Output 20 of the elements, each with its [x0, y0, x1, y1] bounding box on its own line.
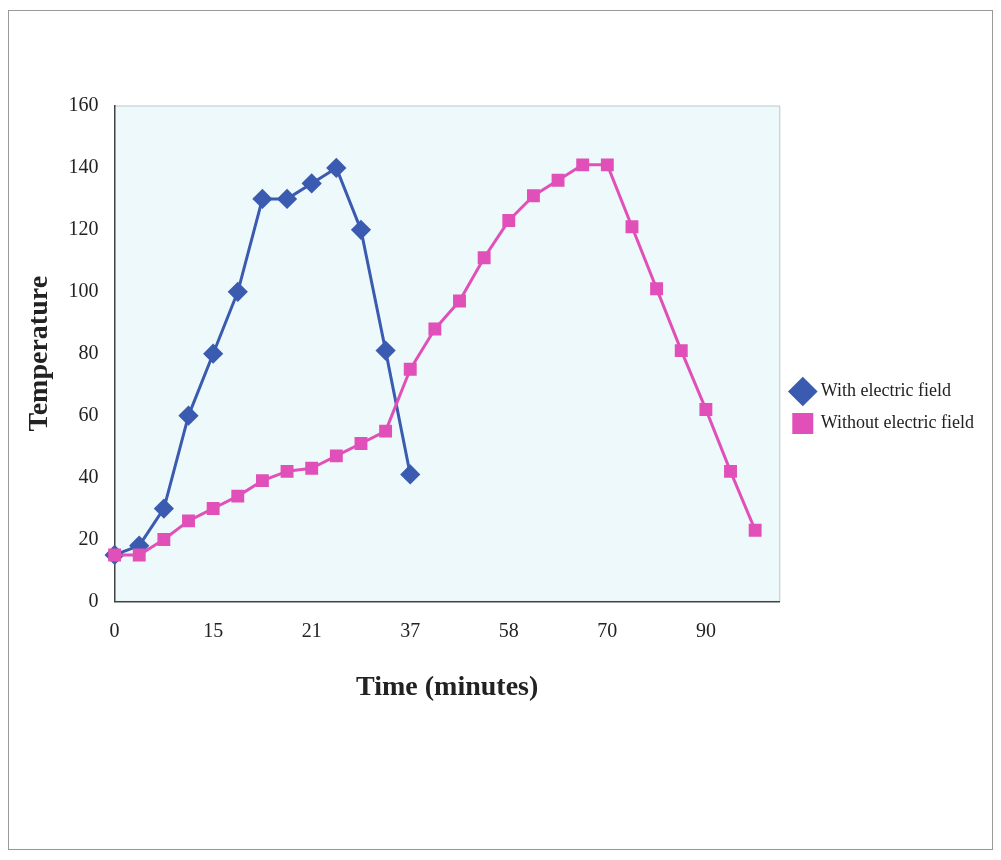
legend-label: With electric field	[820, 380, 952, 401]
x-tick-label: 90	[695, 618, 716, 641]
y-tick-label: 0	[88, 588, 99, 611]
x-tick-label: 21	[301, 618, 322, 641]
y-tick-label: 160	[68, 93, 99, 116]
y-tick-label: 120	[68, 217, 99, 240]
y-tick-label: 20	[78, 526, 99, 549]
y-tick-label: 140	[68, 155, 99, 178]
y-tick-label: 80	[78, 340, 99, 363]
y-tick-label: 100	[68, 279, 99, 302]
x-tick-label: 70	[597, 618, 618, 641]
x-tick-label: 0	[109, 618, 120, 641]
x-tick-label: 15	[203, 618, 224, 641]
y-tick-label: 60	[78, 402, 99, 425]
y-tick-label: 40	[78, 464, 99, 487]
x-tick-label: 58	[498, 618, 519, 641]
x-tick-label: 37	[400, 618, 421, 641]
legend-label: Without electric field	[820, 412, 975, 433]
x-axis-title: Time (minutes)	[356, 670, 539, 702]
y-axis-title: Temperature	[22, 275, 54, 432]
